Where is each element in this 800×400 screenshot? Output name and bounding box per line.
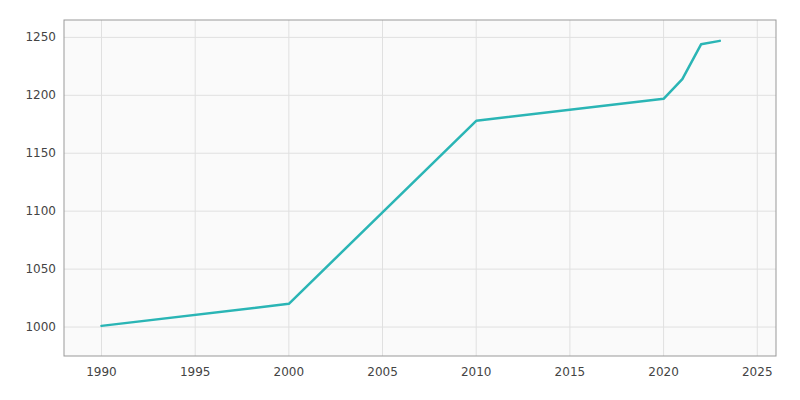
x-tick-label: 2010 [461, 365, 492, 379]
chart-svg: 1000 1050 1100 1150 1200 1250 1990 1995 2000 2005… [0, 0, 800, 400]
grid-line-y [64, 211, 776, 212]
x-tick-label: 2005 [367, 365, 398, 379]
data-group [101, 41, 719, 326]
grid-line-x [195, 20, 196, 356]
x-tick-label: 2000 [274, 365, 305, 379]
y-tick-label: 1000 [25, 320, 56, 334]
grid-line-x [382, 20, 383, 356]
x-tick-label: 2020 [648, 365, 679, 379]
grid [64, 20, 776, 356]
y-tick-label: 1050 [25, 262, 56, 276]
y-tick-label: 1200 [25, 88, 56, 102]
grid-line-x [663, 20, 664, 356]
grid-line-y [64, 269, 776, 270]
x-tick-label: 2015 [555, 365, 586, 379]
x-tick-label: 2025 [742, 365, 773, 379]
chart-container: 1000 1050 1100 1150 1200 1250 1990 1995 2000 2005… [0, 0, 800, 400]
grid-line-x [569, 20, 570, 356]
grid-line-x [757, 20, 758, 356]
grid-line-y [64, 327, 776, 328]
x-tick-label: 1990 [86, 365, 117, 379]
grid-line-y [64, 37, 776, 38]
x-tick-label: 1995 [180, 365, 211, 379]
data-line [101, 41, 719, 326]
grid-line-x [288, 20, 289, 356]
plot-frame [64, 20, 776, 356]
y-tick-label: 1100 [25, 204, 56, 218]
grid-line-y [64, 153, 776, 154]
grid-line-y [64, 95, 776, 96]
grid-line-x [101, 20, 102, 356]
y-tick-label: 1250 [25, 30, 56, 44]
grid-line-x [476, 20, 477, 356]
y-tick-label: 1150 [25, 146, 56, 160]
plot-area [64, 20, 776, 356]
